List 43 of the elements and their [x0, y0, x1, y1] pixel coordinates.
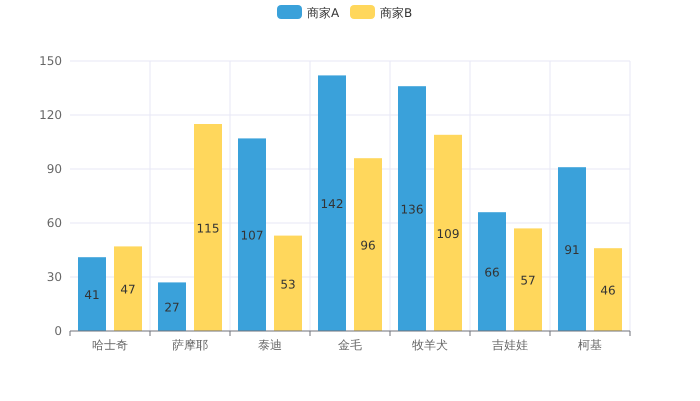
bar [478, 212, 506, 331]
legend-label: 商家B [380, 6, 412, 20]
x-tick-label: 牧羊犬 [412, 338, 448, 352]
bar [158, 282, 186, 331]
data-label: 96 [360, 238, 376, 253]
data-label: 47 [120, 282, 136, 297]
data-label: 142 [320, 197, 344, 212]
y-tick-label: 60 [46, 216, 62, 230]
bar [114, 246, 142, 331]
bar [194, 124, 222, 331]
bar [514, 228, 542, 331]
data-label: 136 [400, 202, 424, 217]
data-label: 53 [280, 277, 296, 292]
bar [274, 236, 302, 331]
bar [354, 158, 382, 331]
x-tick-label: 泰迪 [258, 338, 282, 352]
data-label: 27 [164, 300, 180, 315]
y-tick-label: 90 [46, 162, 62, 176]
y-tick-label: 0 [54, 324, 62, 338]
data-label: 46 [600, 284, 616, 298]
y-tick-label: 150 [39, 54, 62, 68]
y-tick-label: 30 [46, 270, 62, 284]
data-label: 109 [436, 226, 460, 241]
data-label: 57 [520, 274, 536, 288]
data-label: 41 [84, 288, 100, 302]
bar [558, 167, 586, 331]
y-tick-label: 120 [39, 108, 62, 122]
x-tick-label: 柯基 [578, 338, 602, 352]
x-tick-label: 吉娃娃 [492, 338, 528, 352]
x-tick-label: 哈士奇 [92, 338, 128, 352]
x-tick-label: 金毛 [338, 338, 362, 352]
bar [594, 248, 622, 331]
bar [78, 257, 106, 331]
legend-label: 商家A [307, 6, 340, 20]
x-tick-label: 萨摩耶 [172, 338, 208, 352]
bar [398, 86, 426, 331]
data-label: 115 [196, 222, 220, 236]
data-label: 107 [240, 228, 264, 243]
bar [434, 134, 462, 331]
bar [238, 138, 266, 331]
data-label: 91 [564, 243, 580, 258]
data-label: 66 [484, 266, 500, 280]
bar [318, 75, 346, 331]
